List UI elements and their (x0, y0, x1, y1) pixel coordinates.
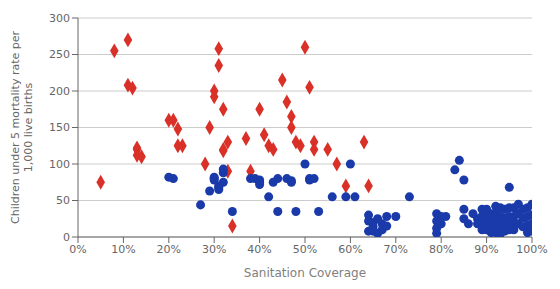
svg-text:100: 100 (49, 158, 70, 171)
svg-text:20%: 20% (157, 243, 181, 256)
svg-text:0%: 0% (69, 243, 86, 256)
svg-text:100%: 100% (516, 243, 547, 256)
svg-text:80%: 80% (429, 243, 453, 256)
svg-text:10%: 10% (111, 243, 135, 256)
svg-text:40%: 40% (247, 243, 271, 256)
svg-text:0: 0 (63, 231, 70, 244)
svg-text:30%: 30% (202, 243, 226, 256)
svg-text:50: 50 (56, 194, 70, 207)
svg-text:90%: 90% (474, 243, 498, 256)
svg-text:Sanitation Coverage: Sanitation Coverage (244, 266, 366, 280)
svg-text:70%: 70% (384, 243, 408, 256)
svg-text:50%: 50% (293, 243, 317, 256)
svg-text:150: 150 (49, 121, 70, 134)
svg-text:Children under 5 mortality rat: Children under 5 mortality rate per1,000… (9, 31, 35, 225)
svg-text:60%: 60% (338, 243, 362, 256)
svg-text:250: 250 (49, 48, 70, 61)
svg-text:300: 300 (49, 12, 70, 25)
svg-text:200: 200 (49, 85, 70, 98)
